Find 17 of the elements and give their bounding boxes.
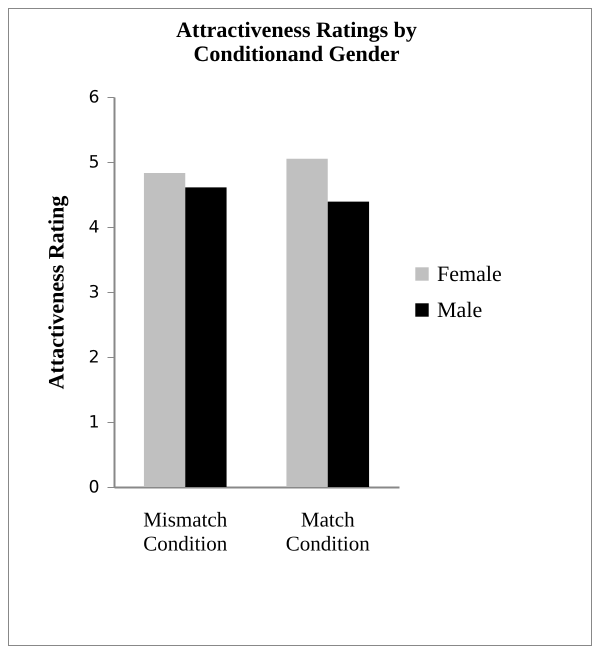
y-tick-label: 6 xyxy=(88,88,100,108)
legend-label: Male xyxy=(437,297,482,322)
y-tick-label: 0 xyxy=(88,478,100,498)
bar xyxy=(286,158,328,487)
x-tick-label: Match Condition xyxy=(286,508,370,556)
y-tick-label: 2 xyxy=(88,348,100,368)
bar xyxy=(328,202,370,487)
y-tick-label: 4 xyxy=(88,218,100,238)
legend-label: Female xyxy=(437,261,502,286)
y-tick-label: 1 xyxy=(88,412,100,432)
bar xyxy=(185,187,227,487)
bar xyxy=(144,173,186,487)
chart-title: Attractiveness Ratings by Conditionand Gender xyxy=(176,17,417,66)
y-tick-label: 5 xyxy=(88,152,100,172)
x-tick-label: Mismatch Condition xyxy=(143,508,228,556)
y-axis-title: Attactiveness Rating xyxy=(44,196,69,390)
y-tick-label: 3 xyxy=(88,282,100,302)
